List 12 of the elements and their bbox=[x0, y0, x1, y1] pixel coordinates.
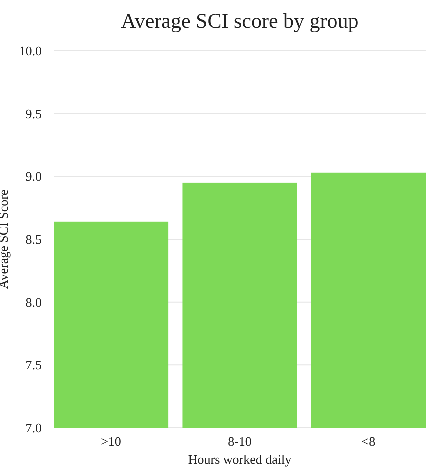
x-tick-label: <8 bbox=[362, 434, 376, 449]
chart-title: Average SCI score by group bbox=[121, 9, 359, 33]
y-tick-label: 8.5 bbox=[26, 232, 42, 248]
x-axis-title: Hours worked daily bbox=[188, 452, 292, 467]
y-tick-label: 9.0 bbox=[26, 169, 42, 184]
y-tick-label: 9.5 bbox=[26, 106, 42, 122]
y-tick-label: 8.0 bbox=[26, 294, 42, 310]
y-tick-label: 7.0 bbox=[26, 420, 42, 436]
x-tick-label: >10 bbox=[101, 434, 122, 449]
y-tick-label: 7.5 bbox=[26, 358, 42, 373]
y-tick-label: 10.0 bbox=[19, 44, 42, 59]
x-tick-label: 8-10 bbox=[228, 434, 252, 449]
